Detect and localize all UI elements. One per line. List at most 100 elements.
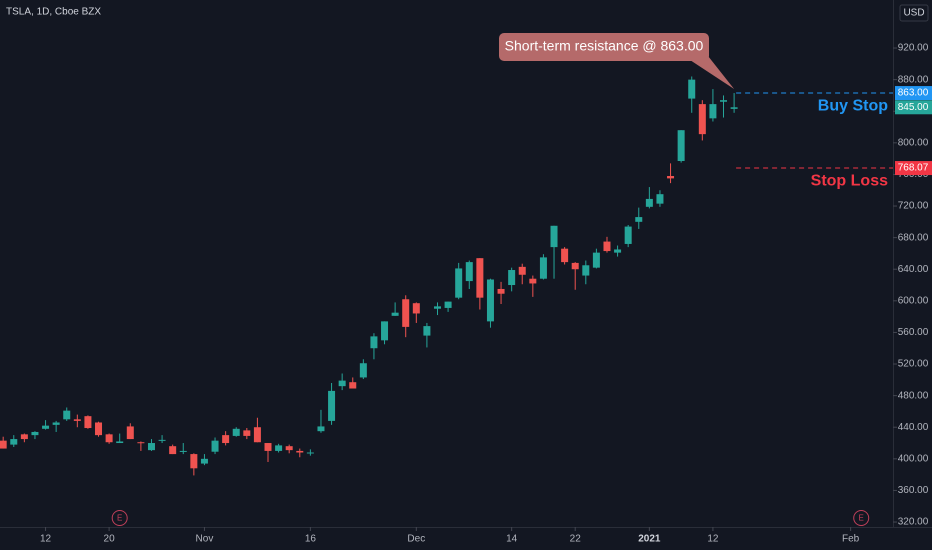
candle-body — [709, 104, 717, 119]
candle-body — [42, 425, 50, 429]
currency-box[interactable] — [899, 4, 929, 22]
candle-body — [720, 100, 728, 102]
x-tick-label: 14 — [506, 534, 518, 545]
candle-body — [444, 301, 452, 308]
candle-body — [306, 452, 314, 454]
candle-body — [95, 422, 103, 436]
last-price-tag — [895, 100, 932, 115]
candle-body — [391, 312, 399, 316]
candle-body — [253, 427, 261, 443]
candle-body — [433, 306, 441, 309]
candle-body — [264, 443, 272, 451]
candle-body — [84, 416, 92, 429]
candle-body — [31, 431, 39, 436]
last-price-label: 845.00 — [898, 102, 929, 113]
event-label: E — [859, 514, 864, 523]
candle-body — [169, 446, 177, 455]
y-tick-label: 480.00 — [898, 390, 929, 401]
y-tick-label: 720.00 — [898, 201, 929, 212]
candle-body — [232, 428, 240, 436]
x-tick-label: Nov — [196, 534, 214, 545]
candle-body — [465, 262, 473, 282]
y-tick-label: 520.00 — [898, 359, 929, 370]
y-tick-label: 560.00 — [898, 327, 929, 338]
candle-body — [518, 266, 526, 275]
candle-body — [412, 303, 420, 314]
currency-label[interactable]: USD — [903, 8, 924, 19]
y-tick-label: 440.00 — [898, 422, 929, 433]
x-tick-label: 2021 — [638, 534, 661, 545]
price-tag — [895, 86, 932, 101]
candle-body — [73, 419, 81, 421]
candle-body — [338, 380, 346, 387]
y-tick-label: 400.00 — [898, 453, 929, 464]
candle-body — [126, 426, 134, 440]
x-tick-label: 12 — [40, 534, 52, 545]
candle-body — [179, 450, 187, 452]
candle-body — [211, 440, 219, 452]
x-tick-label: 22 — [570, 534, 582, 545]
candle-body — [243, 430, 251, 436]
event-label: E — [117, 514, 122, 523]
price-tag-label: 768.07 — [898, 163, 929, 174]
candle-body — [349, 382, 357, 389]
candle-body — [296, 450, 304, 453]
annotation-text: Short-term resistance @ 863.00 — [505, 38, 704, 54]
candle-body — [592, 252, 600, 268]
candle-body — [328, 390, 336, 421]
candle-body — [486, 279, 494, 322]
candle-body — [222, 435, 230, 444]
annotation-pointer — [690, 56, 735, 90]
y-tick-label: 880.00 — [898, 74, 929, 85]
y-tick-label: 800.00 — [898, 137, 929, 148]
event-marker — [111, 510, 128, 526]
x-tick-label: Dec — [407, 534, 425, 545]
candle-body — [105, 434, 113, 443]
y-tick-label: 600.00 — [898, 295, 929, 306]
candle-body — [63, 410, 71, 420]
candle-body — [529, 278, 537, 284]
candle-body — [730, 107, 738, 109]
x-tick-label: 16 — [305, 534, 317, 545]
price-tag-label: 863.00 — [898, 88, 929, 99]
y-tick-label: 320.00 — [898, 517, 929, 528]
candle-body — [635, 217, 643, 222]
candle-body — [656, 194, 664, 204]
level-label: Stop Loss — [811, 172, 888, 189]
candle-body — [52, 422, 60, 425]
candle-body — [508, 270, 516, 286]
candle-body — [275, 445, 283, 451]
candle-body — [381, 321, 389, 341]
candle-body — [571, 262, 579, 270]
candle-body — [539, 257, 547, 279]
event-marker — [853, 510, 870, 526]
candle-body — [402, 299, 410, 327]
candle-body — [497, 288, 505, 294]
candle-body — [561, 248, 569, 263]
annotation-box — [499, 33, 709, 61]
candle-body — [10, 439, 18, 445]
chart-title: TSLA, 1D, Cboe BZX — [6, 7, 101, 18]
candle-body — [285, 446, 293, 451]
candle-body — [0, 440, 7, 449]
y-tick-label: 640.00 — [898, 264, 929, 275]
candle-body — [603, 241, 611, 252]
candle-body — [200, 458, 208, 464]
price-tag — [895, 161, 932, 176]
level-label: Buy Stop — [818, 97, 888, 114]
candle-body — [116, 441, 124, 444]
candle-body — [359, 363, 367, 378]
candle-body — [317, 426, 325, 432]
candle-body — [370, 336, 378, 349]
candle-body — [688, 79, 696, 99]
candle-body — [158, 439, 166, 441]
candle-body — [667, 176, 675, 179]
y-tick-label: 920.00 — [898, 43, 929, 54]
candle-body — [147, 443, 155, 451]
candle-body — [677, 130, 685, 161]
candle-body — [20, 434, 28, 440]
candle-body — [614, 249, 622, 253]
candle-body — [582, 265, 590, 276]
